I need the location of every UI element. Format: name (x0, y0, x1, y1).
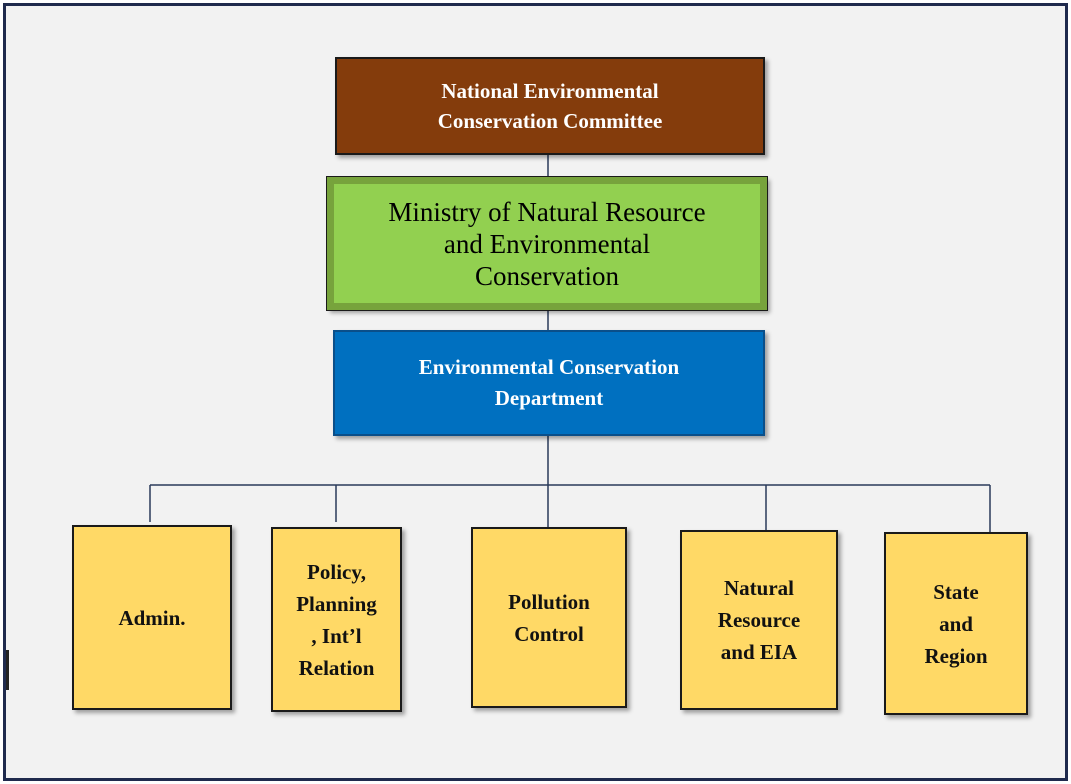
division-box: Pollution Control (471, 527, 627, 708)
division-box: State and Region (884, 532, 1028, 715)
division-box: Natural Resource and EIA (680, 530, 838, 710)
committee-box: National Environmental Conservation Comm… (335, 57, 765, 155)
department-box: Environmental Conservation Department (333, 330, 765, 436)
division-box: Admin. (72, 525, 232, 710)
ministry-box: Ministry of Natural Resource and Environ… (326, 176, 768, 311)
edge-mark (6, 650, 9, 690)
division-box: Policy, Planning , Int’l Relation (271, 527, 402, 712)
